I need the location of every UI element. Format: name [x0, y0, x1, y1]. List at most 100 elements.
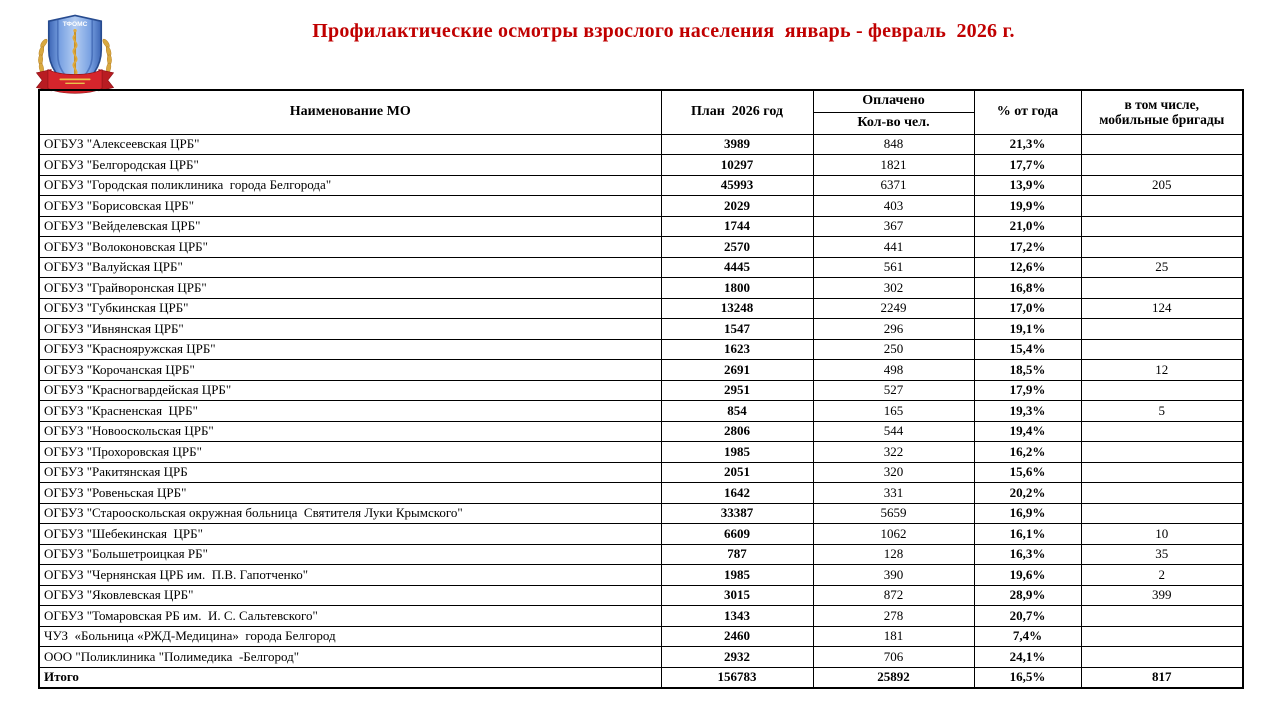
cell-mobile: 25 — [1080, 256, 1244, 278]
header-paid-group: Оплачено — [812, 89, 975, 113]
cell-name: ОГБУЗ "Прохоровская ЦРБ" — [38, 441, 662, 463]
table-row: ОГБУЗ "Ракитянская ЦРБ 2051 320 15,6% — [38, 461, 1244, 483]
cell-name: ОГБУЗ "Ракитянская ЦРБ — [38, 461, 662, 483]
cell-mobile — [1080, 420, 1244, 442]
cell-paid: 250 — [812, 338, 975, 360]
table-row: ОГБУЗ "Ивнянская ЦРБ" 1547 296 19,1% — [38, 318, 1244, 340]
cell-plan: 156783 — [660, 666, 814, 688]
cell-paid: 6371 — [812, 174, 975, 196]
cell-name: ОГБУЗ "Ровеньская ЦРБ" — [38, 482, 662, 504]
table-row: ОГБУЗ "Грайворонская ЦРБ" 1800 302 16,8% — [38, 277, 1244, 299]
table-row: ОГБУЗ "Городская поликлиника города Белг… — [38, 174, 1244, 196]
cell-paid: 2249 — [812, 297, 975, 319]
cell-mobile: 124 — [1080, 297, 1244, 319]
cell-paid: 561 — [812, 256, 975, 278]
cell-mobile: 205 — [1080, 174, 1244, 196]
cell-paid: 296 — [812, 318, 975, 340]
table-row: ОГБУЗ "Старооскольская окружная больница… — [38, 502, 1244, 524]
cell-name: ОГБУЗ "Ивнянская ЦРБ" — [38, 318, 662, 340]
cell-paid: 25892 — [812, 666, 975, 688]
cell-name: ОГБУЗ "Вейделевская ЦРБ" — [38, 215, 662, 237]
table-row: ОГБУЗ "Алексеевская ЦРБ" 3989 848 21,3% — [38, 133, 1244, 155]
cell-mobile — [1080, 461, 1244, 483]
cell-mobile: 817 — [1080, 666, 1244, 688]
cell-mobile — [1080, 441, 1244, 463]
cell-percent: 17,2% — [973, 236, 1082, 258]
cell-plan: 1985 — [660, 564, 814, 586]
cell-percent: 16,9% — [973, 502, 1082, 524]
cell-plan: 2051 — [660, 461, 814, 483]
cell-plan: 2029 — [660, 195, 814, 217]
cell-mobile — [1080, 215, 1244, 237]
cell-name: ОГБУЗ "Городская поликлиника города Белг… — [38, 174, 662, 196]
cell-mobile: 5 — [1080, 400, 1244, 422]
cell-paid: 5659 — [812, 502, 975, 524]
total-row: Итого 156783 25892 16,5% 817 — [38, 666, 1244, 688]
cell-paid: 848 — [812, 133, 975, 155]
cell-mobile — [1080, 236, 1244, 258]
cell-percent: 19,3% — [973, 400, 1082, 422]
cell-paid: 498 — [812, 359, 975, 381]
table-row: ОГБУЗ "Прохоровская ЦРБ" 1985 322 16,2% — [38, 441, 1244, 463]
cell-name: ОГБУЗ "Грайворонская ЦРБ" — [38, 277, 662, 299]
table-row: ОГБУЗ "Губкинская ЦРБ" 13248 2249 17,0% 124 — [38, 297, 1244, 319]
cell-mobile — [1080, 338, 1244, 360]
table-row: ОГБУЗ "Шебекинская ЦРБ" 6609 1062 16,1% 10 — [38, 523, 1244, 545]
cell-plan: 854 — [660, 400, 814, 422]
cell-name: ОГБУЗ "Волоконовская ЦРБ" — [38, 236, 662, 258]
table-row: ОГБУЗ "Корочанская ЦРБ" 2691 498 18,5% 12 — [38, 359, 1244, 381]
cell-mobile — [1080, 133, 1244, 155]
cell-paid: 544 — [812, 420, 975, 442]
cell-percent: 19,4% — [973, 420, 1082, 442]
cell-mobile: 399 — [1080, 584, 1244, 606]
tfoms-logo: ТФОМС — [34, 12, 116, 100]
cell-plan: 2951 — [660, 379, 814, 401]
cell-plan: 1800 — [660, 277, 814, 299]
cell-name: ОГБУЗ "Чернянская ЦРБ им. П.В. Гапотченк… — [38, 564, 662, 586]
cell-plan: 2806 — [660, 420, 814, 442]
cell-mobile — [1080, 646, 1244, 668]
cell-name: ОГБУЗ "Корочанская ЦРБ" — [38, 359, 662, 381]
cell-percent: 18,5% — [973, 359, 1082, 381]
cell-mobile — [1080, 482, 1244, 504]
cell-plan: 787 — [660, 543, 814, 565]
cell-mobile: 35 — [1080, 543, 1244, 565]
cell-percent: 19,6% — [973, 564, 1082, 586]
cell-name: ОГБУЗ "Валуйская ЦРБ" — [38, 256, 662, 278]
cell-mobile — [1080, 379, 1244, 401]
table-row: ОГБУЗ "Борисовская ЦРБ" 2029 403 19,9% — [38, 195, 1244, 217]
page-title: Профилактические осмотры взрослого насел… — [312, 20, 1015, 42]
cell-percent: 12,6% — [973, 256, 1082, 278]
medical-shield-icon: ТФОМС — [35, 14, 115, 94]
header-paid-sub: Кол-во чел. — [812, 111, 975, 135]
cell-mobile: 12 — [1080, 359, 1244, 381]
cell-percent: 7,4% — [973, 625, 1082, 647]
cell-paid: 320 — [812, 461, 975, 483]
header-percent: % от года — [973, 89, 1082, 135]
cell-mobile: 10 — [1080, 523, 1244, 545]
cell-name: ОГБУЗ "Белгородская ЦРБ" — [38, 154, 662, 176]
cell-mobile: 2 — [1080, 564, 1244, 586]
cell-percent: 19,1% — [973, 318, 1082, 340]
table-row: ОГБУЗ "Томаровская РБ им. И. С. Сальтевс… — [38, 605, 1244, 627]
cell-percent: 15,4% — [973, 338, 1082, 360]
cell-percent: 19,9% — [973, 195, 1082, 217]
table-row: ОГБУЗ "Большетроицкая РБ" 787 128 16,3% 35 — [38, 543, 1244, 565]
cell-name: ОГБУЗ "Красногвардейская ЦРБ" — [38, 379, 662, 401]
cell-mobile — [1080, 277, 1244, 299]
cell-paid: 527 — [812, 379, 975, 401]
cell-plan: 4445 — [660, 256, 814, 278]
cell-mobile — [1080, 502, 1244, 524]
cell-name: ОГБУЗ "Шебекинская ЦРБ" — [38, 523, 662, 545]
cell-name: Итого — [38, 666, 662, 688]
cell-percent: 17,7% — [973, 154, 1082, 176]
cell-paid: 1062 — [812, 523, 975, 545]
cell-percent: 16,8% — [973, 277, 1082, 299]
cell-plan: 2691 — [660, 359, 814, 381]
cell-percent: 16,3% — [973, 543, 1082, 565]
cell-name: ОГБУЗ "Старооскольская окружная больница… — [38, 502, 662, 524]
cell-name: ООО "Поликлиника "Полимедика -Белгород" — [38, 646, 662, 668]
cell-plan: 1343 — [660, 605, 814, 627]
cell-mobile — [1080, 605, 1244, 627]
cell-percent: 17,9% — [973, 379, 1082, 401]
